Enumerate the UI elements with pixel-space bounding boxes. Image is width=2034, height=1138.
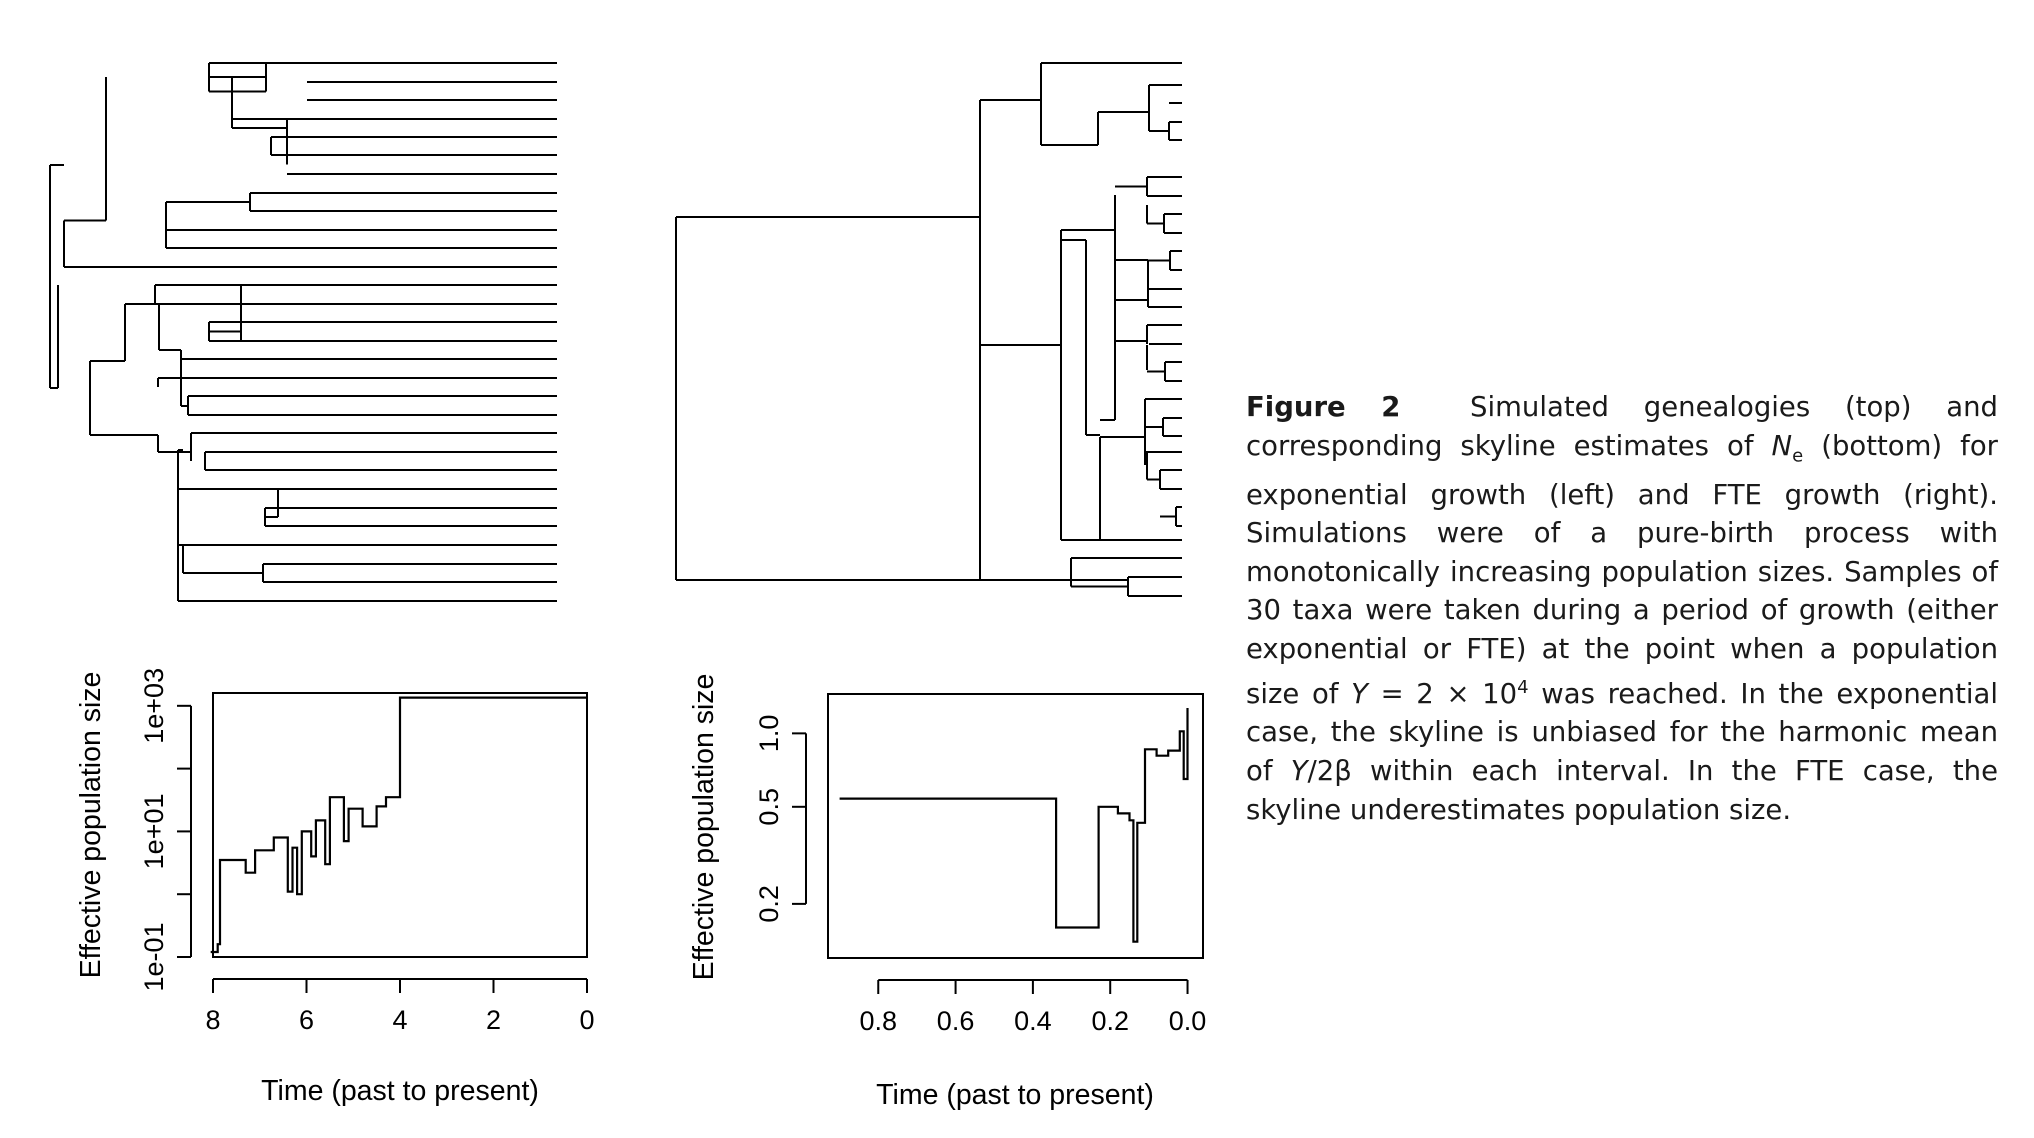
x-tick-label: 6 — [299, 1005, 314, 1035]
skyline-step-line — [210, 696, 587, 954]
x-tick-label: 8 — [205, 1005, 220, 1035]
x-tick-label: 0.6 — [937, 1006, 975, 1036]
x-tick-label: 4 — [392, 1005, 407, 1035]
caption-text-2: (bottom) for exponential growth (left) a… — [1246, 429, 1998, 710]
ne-subscript: e — [1792, 445, 1804, 467]
plot-axes: 8 6 4 2 0 1e-01 1e+01 1e+03 — [139, 668, 595, 1035]
plot-series — [839, 708, 1189, 943]
y-axis-title: Effective population size — [688, 674, 720, 981]
plot-axes: 0.8 0.6 0.4 0.2 0.0 0.2 0.5 1.0 — [754, 715, 1206, 1036]
x-axis-title: Time (past to present) — [876, 1079, 1154, 1111]
x-tick-label: 0 — [579, 1005, 594, 1035]
y-symbol: Y — [1351, 677, 1368, 710]
y-axis-title: Effective population size — [75, 672, 107, 979]
genealogy-tree-fte — [675, 62, 1182, 597]
y-tick-label: 1e+01 — [139, 793, 169, 869]
y-tick-label: 1e-01 — [139, 922, 169, 991]
y-tick-label: 0.2 — [754, 885, 784, 923]
figure-caption: Figure 2 Simulated genealogies (top) and… — [1246, 388, 1998, 829]
skyline-step-line — [839, 708, 1189, 943]
x-axis-title: Time (past to present) — [261, 1075, 539, 1107]
genealogy-tree-exponential — [49, 62, 557, 602]
y-tick-label: 1e+03 — [139, 668, 169, 744]
x-tick-label: 0.0 — [1169, 1006, 1207, 1036]
x-tick-label: 2 — [486, 1005, 501, 1035]
x-tick-label: 0.4 — [1014, 1006, 1052, 1036]
y-exponent: 4 — [1517, 676, 1529, 698]
plot-box — [827, 693, 1204, 959]
caption-text-3: was reached. In the exponential case, th… — [1246, 677, 1999, 787]
caption-text-4: /2β within each interval. In the FTE cas… — [1246, 755, 1998, 826]
figure-label: Figure 2 — [1246, 391, 1401, 423]
plot-box — [212, 692, 588, 958]
x-tick-label: 0.8 — [859, 1006, 897, 1036]
skyline-plot-exponential: 8 6 4 2 0 1e-01 1e+01 1e+03 Time (past to prese… — [75, 668, 595, 1107]
y-tick-label: 1.0 — [754, 715, 784, 753]
ne-symbol: N — [1771, 429, 1793, 462]
y-tick-label: 0.5 — [754, 788, 784, 826]
plot-series — [210, 696, 587, 954]
skyline-plot-fte: 0.8 0.6 0.4 0.2 0.0 0.2 0.5 1.0 Time (past to p… — [688, 674, 1206, 1111]
y-symbol-2: Y — [1290, 755, 1308, 787]
y-equation: = 2 × 10 — [1367, 677, 1518, 710]
x-tick-label: 0.2 — [1091, 1006, 1129, 1036]
caption-text-1: Simulated genealogies (top) and correspo… — [1246, 391, 1998, 462]
